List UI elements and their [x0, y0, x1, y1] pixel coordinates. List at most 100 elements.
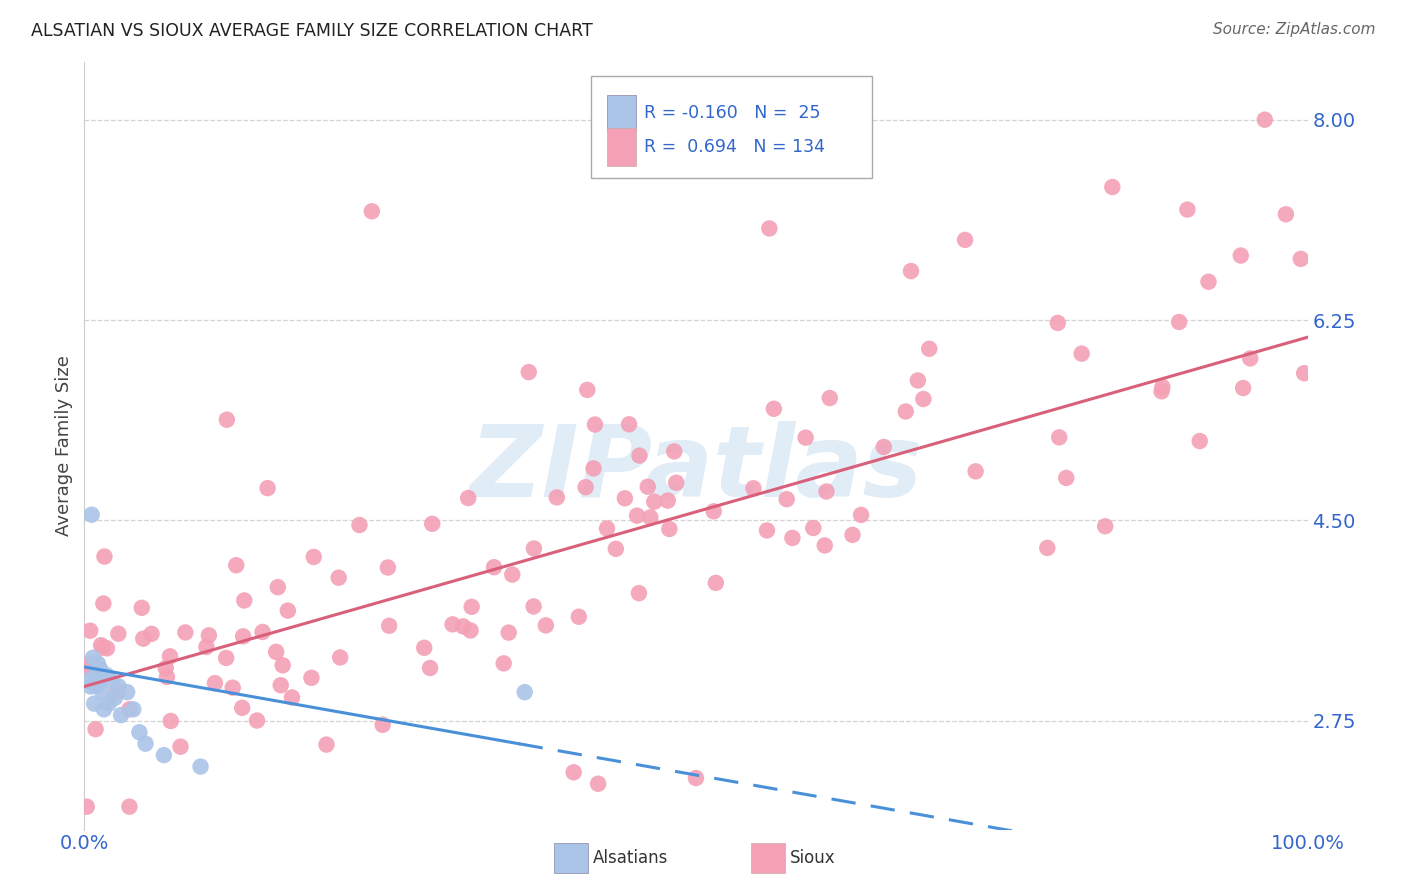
Point	[233, 593, 256, 607]
Point	[704, 576, 727, 591]
Point	[627, 586, 650, 600]
Point	[685, 771, 707, 785]
Point	[664, 444, 686, 458]
Point	[918, 342, 941, 356]
Point	[523, 541, 546, 556]
Point	[1232, 381, 1254, 395]
Point	[562, 765, 585, 780]
Point	[159, 714, 181, 728]
Point	[794, 431, 817, 445]
Point	[231, 701, 253, 715]
Point	[626, 508, 648, 523]
Point	[1239, 351, 1261, 366]
Point	[841, 528, 863, 542]
Point	[169, 739, 191, 754]
Point	[118, 799, 141, 814]
Point	[517, 365, 540, 379]
Point	[156, 670, 179, 684]
Point	[441, 617, 464, 632]
Point	[377, 560, 399, 574]
Point	[271, 658, 294, 673]
Point	[246, 714, 269, 728]
Point	[628, 449, 651, 463]
Point	[215, 651, 238, 665]
Point	[270, 678, 292, 692]
Point	[97, 697, 120, 711]
Point	[75, 661, 97, 675]
Point	[256, 481, 278, 495]
Point	[86, 680, 108, 694]
Point	[742, 481, 765, 495]
Point	[77, 657, 100, 671]
Point	[107, 684, 129, 698]
Point	[153, 748, 176, 763]
Point	[89, 662, 111, 676]
Point	[77, 673, 100, 688]
Point	[912, 392, 935, 406]
Point	[76, 799, 98, 814]
Point	[513, 685, 536, 699]
Point	[907, 374, 929, 388]
Point	[586, 777, 609, 791]
Point	[122, 702, 145, 716]
Point	[894, 404, 917, 418]
Y-axis label: Average Family Size: Average Family Size	[55, 356, 73, 536]
Point	[1289, 252, 1312, 266]
Point	[107, 680, 129, 694]
Point	[84, 722, 107, 736]
Point	[93, 549, 115, 564]
Point	[762, 401, 785, 416]
Point	[96, 668, 118, 682]
Point	[1198, 275, 1220, 289]
Point	[643, 494, 665, 508]
Point	[128, 725, 150, 739]
Point	[264, 645, 287, 659]
Point	[755, 524, 778, 538]
Point	[1047, 430, 1070, 444]
Point	[1101, 180, 1123, 194]
Text: R =  0.694   N = 134: R = 0.694 N = 134	[644, 138, 825, 156]
Point	[1275, 207, 1298, 221]
Point	[814, 538, 837, 552]
Point	[451, 619, 474, 633]
Text: ZIPatlas: ZIPatlas	[470, 420, 922, 517]
Point	[107, 626, 129, 640]
Point	[965, 464, 987, 478]
Point	[277, 603, 299, 617]
Point	[267, 580, 290, 594]
Point	[1177, 202, 1199, 217]
Point	[1036, 541, 1059, 555]
Point	[617, 417, 640, 432]
Point	[782, 531, 804, 545]
Point	[657, 493, 679, 508]
Point	[83, 697, 105, 711]
Point	[195, 640, 218, 654]
Point	[1070, 346, 1092, 360]
Point	[457, 491, 479, 505]
Point	[703, 504, 725, 518]
Point	[232, 629, 254, 643]
Point	[104, 690, 127, 705]
Point	[80, 508, 103, 522]
Point	[849, 508, 872, 522]
Point	[91, 640, 114, 655]
Point	[658, 522, 681, 536]
Point	[87, 657, 110, 671]
Point	[1168, 315, 1191, 329]
Point	[546, 491, 568, 505]
Point	[605, 541, 627, 556]
Point	[953, 233, 976, 247]
Point	[93, 597, 115, 611]
Point	[118, 702, 141, 716]
Point	[776, 492, 799, 507]
Point	[131, 600, 153, 615]
Point	[110, 708, 132, 723]
Point	[460, 624, 482, 638]
Point	[568, 609, 591, 624]
Point	[329, 650, 352, 665]
Point	[87, 673, 110, 688]
Point	[583, 417, 606, 432]
Text: R = -0.160   N =  25: R = -0.160 N = 25	[644, 104, 821, 122]
Point	[252, 624, 274, 639]
Point	[1294, 366, 1316, 380]
